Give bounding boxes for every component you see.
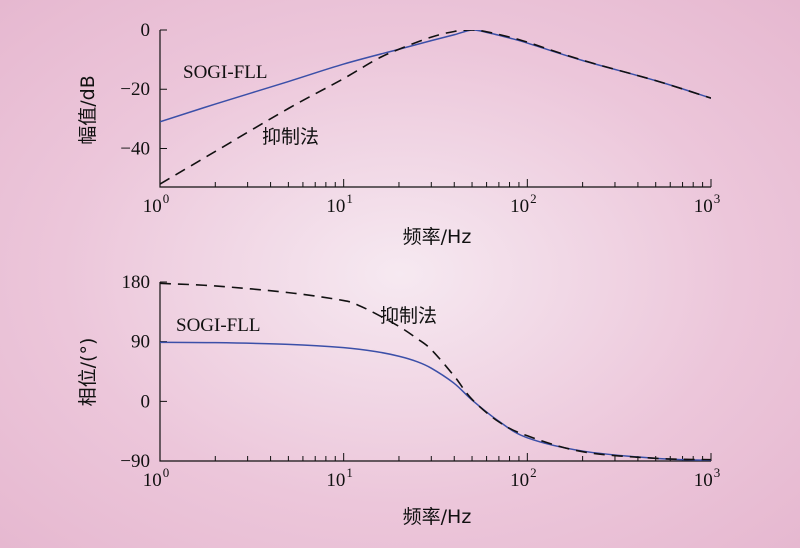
phase-suppression-label: 抑制法 xyxy=(380,305,437,327)
phase-x-axis-label: 频率/Hz xyxy=(403,506,472,528)
phase-y-tick-label: 180 xyxy=(122,272,151,293)
magnitude-series xyxy=(160,30,711,185)
magnitude-ticks xyxy=(159,29,712,187)
phase-y-tick-label: 90 xyxy=(131,332,150,353)
magnitude-y-tick-labels: 0 −20 −40 xyxy=(120,20,150,159)
magnitude-sogi-fll-label: SOGI-FLL xyxy=(183,62,267,83)
magnitude-series-sogi-fll-line xyxy=(160,30,711,123)
magnitude-x-axis-label: 频率/Hz xyxy=(403,226,472,248)
magnitude-axes xyxy=(159,30,711,188)
magnitude-tick-marks xyxy=(159,29,712,187)
magnitude-y-tick-label: −20 xyxy=(120,79,150,100)
magnitude-x-tick-label: 102 xyxy=(510,191,537,217)
phase-x-tick-labels: 100 101 102 103 xyxy=(143,465,721,491)
magnitude-y-tick-label: 0 xyxy=(141,20,151,41)
magnitude-suppression-label: 抑制法 xyxy=(262,126,319,148)
phase-tick-marks xyxy=(159,281,712,462)
magnitude-y-axis-label: 幅值/dB xyxy=(77,75,99,145)
magnitude-x-tick-labels: 100 101 102 103 xyxy=(143,191,721,217)
magnitude-series-suppression-line xyxy=(160,30,711,185)
phase-x-tick-label: 101 xyxy=(326,465,353,491)
phase-y-tick-label: 0 xyxy=(141,391,151,412)
magnitude-y-tick-label: −40 xyxy=(120,138,150,159)
phase-x-tick-label: 102 xyxy=(510,465,537,491)
phase-x-tick-label: 103 xyxy=(694,465,721,491)
magnitude-x-tick-label: 101 xyxy=(326,191,353,217)
phase-ticks xyxy=(159,281,712,462)
phase-y-axis-label: 相位/(°) xyxy=(77,338,99,407)
phase-sogi-fll-label: SOGI-FLL xyxy=(176,315,260,336)
magnitude-plot: 100 101 102 103 0 −20 −40 频率/Hz 幅值/dB SOGI-FL… xyxy=(77,20,720,248)
magnitude-x-tick-label: 100 xyxy=(143,191,170,217)
phase-series-suppression-line xyxy=(160,282,711,461)
phase-y-tick-label: −90 xyxy=(120,451,150,472)
phase-y-tick-labels: 180 90 0 −90 xyxy=(120,272,150,472)
phase-series-sogi-fll-line xyxy=(160,341,711,461)
magnitude-axis-lines xyxy=(159,30,711,188)
phase-series xyxy=(160,282,711,461)
magnitude-x-tick-label: 103 xyxy=(694,191,721,217)
